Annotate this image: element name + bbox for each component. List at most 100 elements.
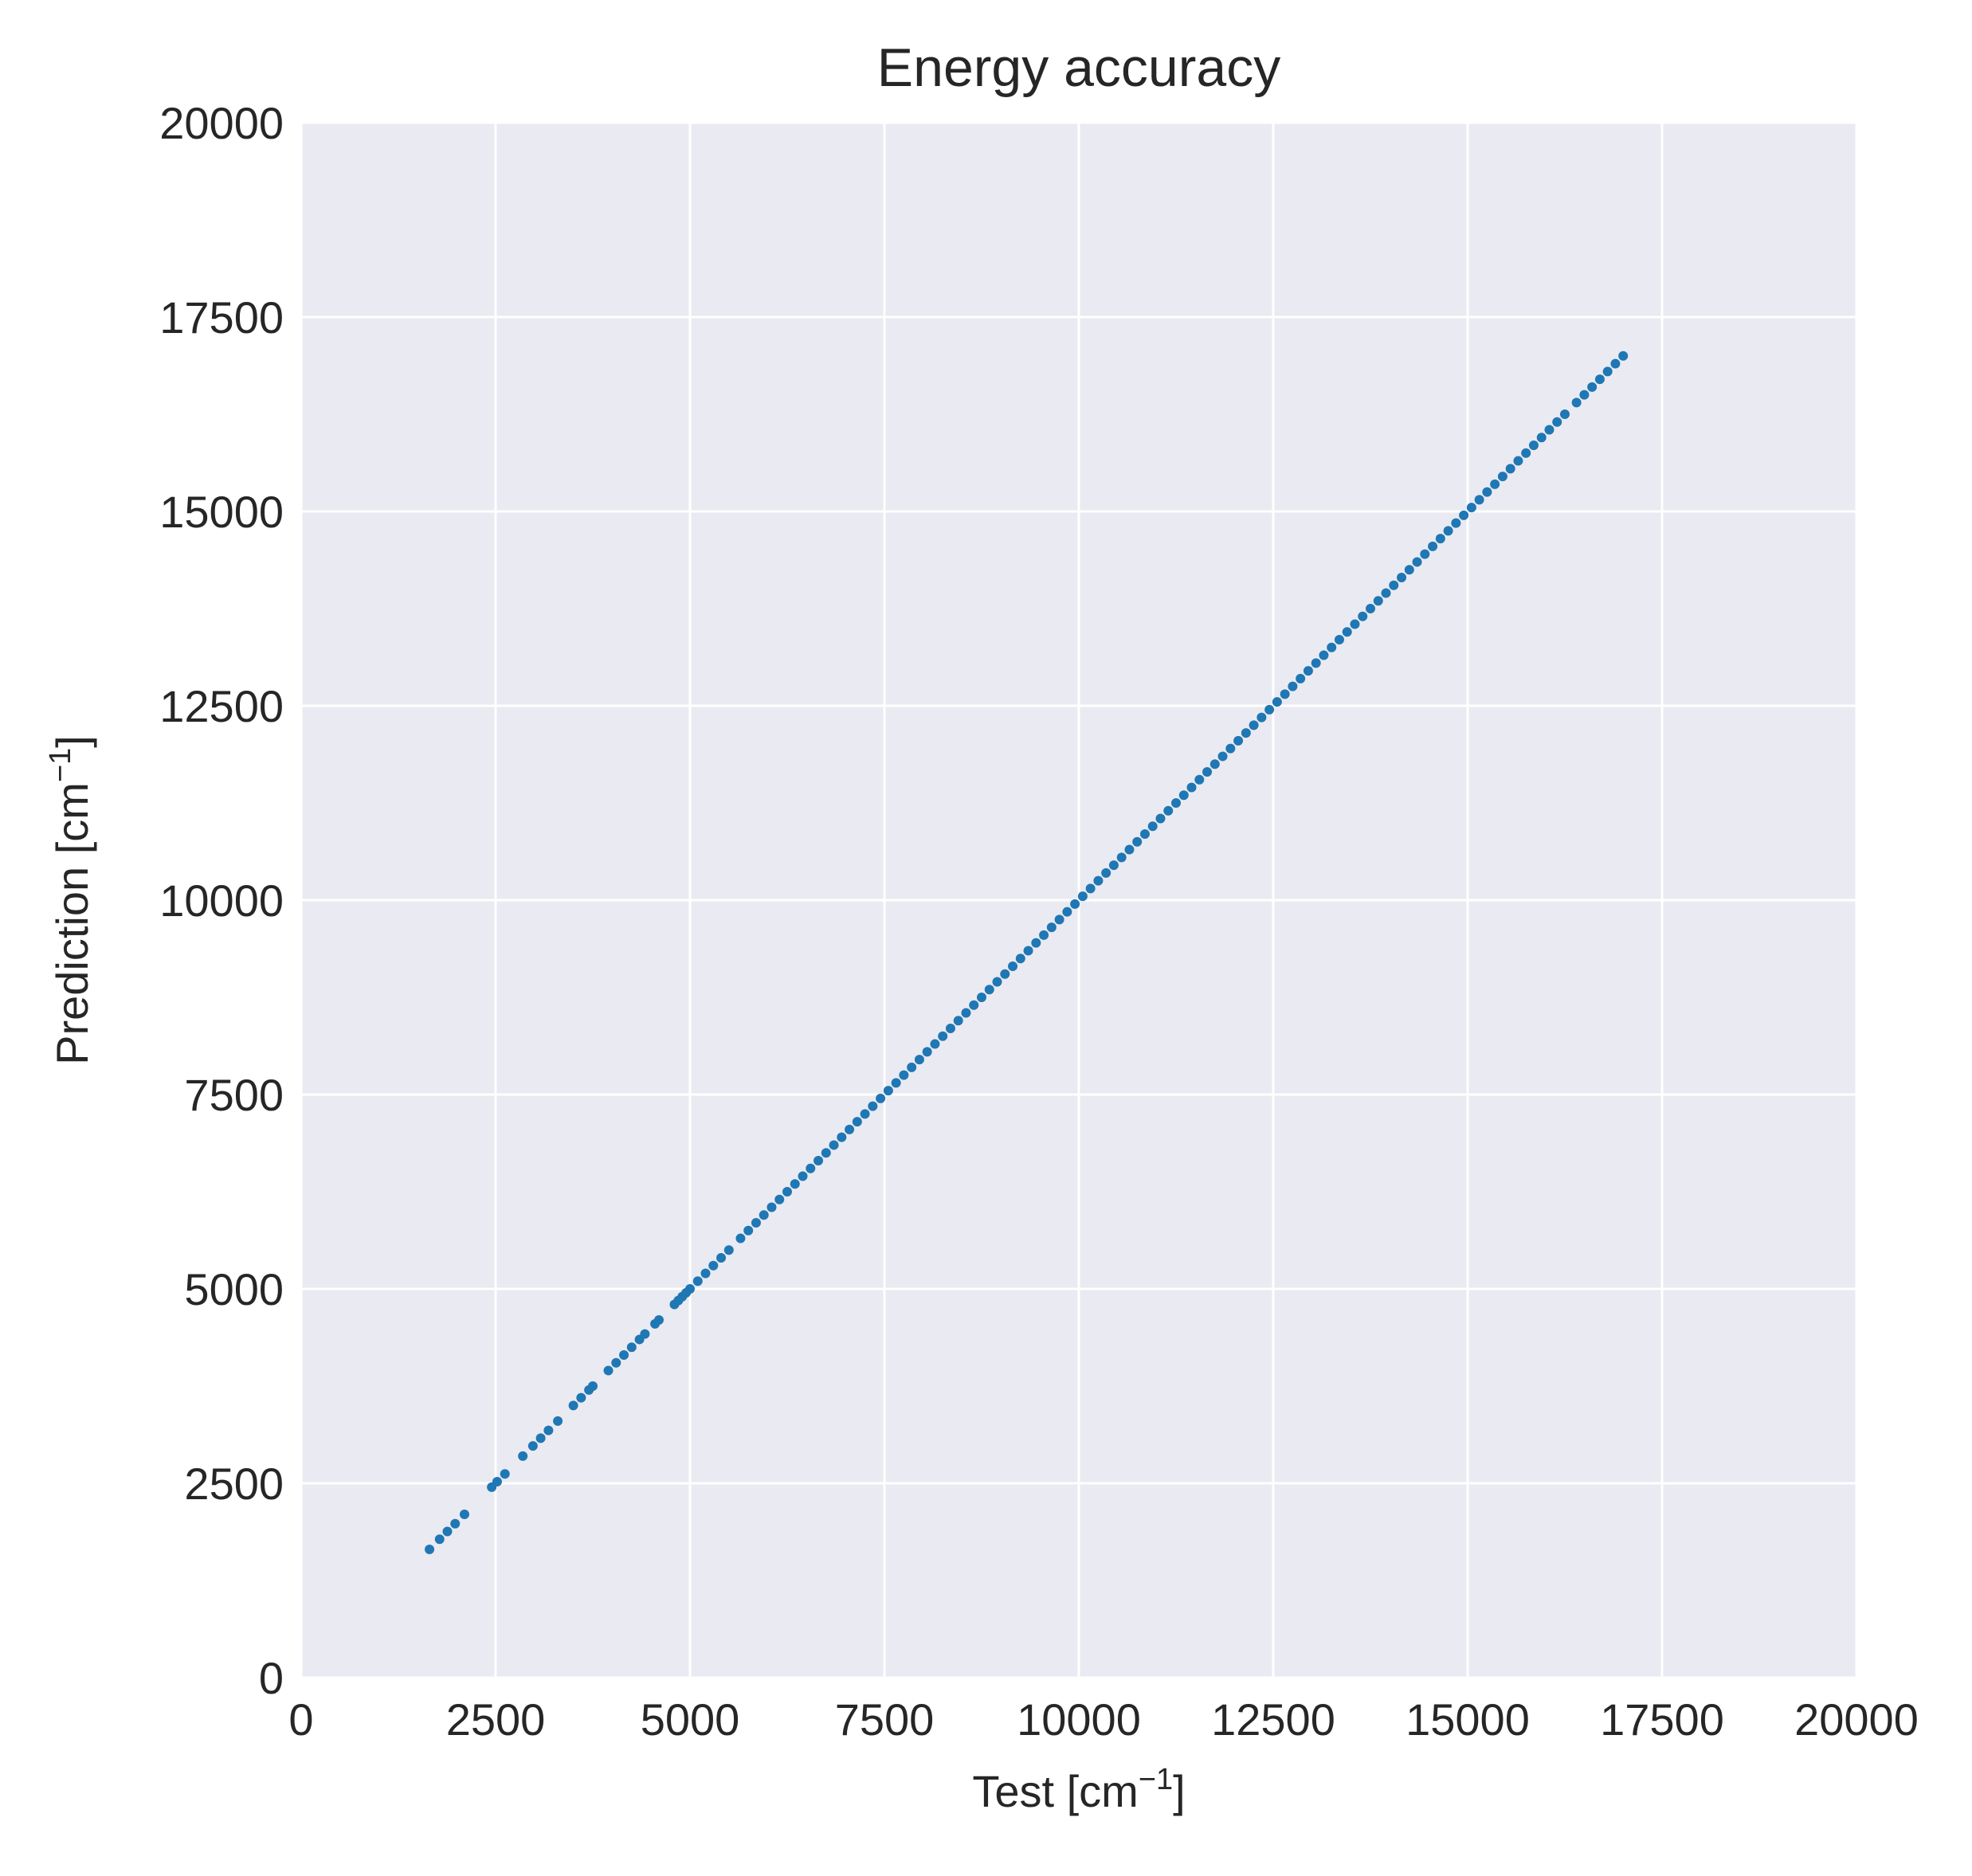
- data-point: [1366, 604, 1375, 613]
- data-point: [1334, 635, 1344, 645]
- data-point: [1209, 759, 1220, 770]
- data-point: [1521, 448, 1531, 458]
- data-point: [1505, 464, 1515, 474]
- data-point: [1132, 836, 1143, 847]
- x-axis-label-main: Test [cm: [972, 1766, 1138, 1816]
- data-point: [829, 1140, 839, 1150]
- data-point: [1404, 565, 1414, 575]
- data-point: [1303, 666, 1313, 676]
- data-point: [492, 1477, 502, 1487]
- data-point: [876, 1093, 886, 1103]
- data-point: [759, 1210, 769, 1220]
- data-point: [500, 1469, 510, 1479]
- data-point: [1202, 766, 1213, 777]
- data-points: [425, 351, 1629, 1554]
- data-point: [1397, 572, 1407, 582]
- data-point: [868, 1101, 878, 1111]
- data-point: [899, 1070, 909, 1080]
- data-point: [1381, 588, 1391, 598]
- data-point: [813, 1155, 824, 1165]
- data-point: [1327, 642, 1337, 652]
- data-point: [1108, 860, 1119, 871]
- data-point: [716, 1252, 727, 1263]
- data-point: [1280, 689, 1290, 699]
- y-axis-label-close: ]: [47, 735, 97, 748]
- data-point: [640, 1329, 650, 1339]
- data-point: [1178, 790, 1189, 801]
- data-point: [852, 1117, 862, 1127]
- data-point: [685, 1284, 695, 1294]
- y-axis-label-main: Prediction [cm: [47, 782, 97, 1065]
- grid-lines: [300, 121, 1858, 1679]
- data-point: [1186, 782, 1197, 793]
- data-point: [1217, 751, 1228, 762]
- chart-title: Energy accuracy: [877, 37, 1280, 98]
- data-point: [692, 1276, 703, 1287]
- data-point: [1536, 433, 1547, 443]
- data-point: [774, 1194, 785, 1204]
- data-point: [1031, 938, 1041, 948]
- data-point: [1225, 743, 1236, 754]
- data-point: [1373, 596, 1383, 606]
- data-point: [1015, 954, 1025, 964]
- data-point: [1544, 425, 1554, 435]
- data-point: [1587, 382, 1598, 392]
- y-tick-label: 5000: [184, 1264, 284, 1314]
- data-point: [1194, 774, 1205, 785]
- data-point: [883, 1086, 893, 1096]
- data-point: [1311, 658, 1321, 668]
- data-point: [611, 1357, 621, 1368]
- y-tick-label: 10000: [159, 875, 284, 926]
- data-point: [798, 1171, 808, 1181]
- data-point: [1257, 712, 1267, 723]
- data-point: [1571, 398, 1582, 408]
- data-point: [1054, 915, 1064, 925]
- x-tick-label: 5000: [641, 1694, 740, 1745]
- data-point: [1594, 374, 1605, 385]
- data-point: [1350, 619, 1360, 629]
- data-point: [1085, 883, 1096, 894]
- data-point: [1124, 844, 1135, 855]
- data-point: [1147, 821, 1158, 832]
- data-point: [1023, 946, 1033, 956]
- data-point: [535, 1433, 546, 1443]
- data-point: [1342, 627, 1352, 637]
- data-point: [961, 1008, 971, 1018]
- data-point: [1443, 526, 1453, 536]
- data-point: [907, 1062, 917, 1072]
- data-point: [1272, 697, 1282, 707]
- data-point: [930, 1039, 940, 1049]
- data-point: [708, 1260, 719, 1271]
- data-point: [1070, 899, 1080, 909]
- x-tick-labels: 0 2500 5000 7500 10000 12500 15000 17500 20000: [288, 1694, 1918, 1745]
- data-point: [1116, 852, 1127, 863]
- data-point: [1101, 868, 1111, 878]
- data-point: [1039, 930, 1049, 940]
- data-point: [953, 1016, 963, 1026]
- data-point: [1241, 728, 1251, 738]
- data-point: [653, 1315, 664, 1326]
- y-axis-label-superscript: −1: [44, 748, 77, 782]
- y-tick-label: 2500: [184, 1459, 284, 1509]
- data-point: [1008, 961, 1018, 971]
- data-point: [1490, 479, 1500, 489]
- data-point: [1358, 611, 1368, 621]
- data-point: [1288, 681, 1298, 691]
- data-point: [518, 1451, 528, 1461]
- data-point: [1139, 829, 1150, 840]
- y-tick-label: 0: [259, 1653, 284, 1703]
- data-point: [1552, 417, 1562, 427]
- data-point: [1046, 922, 1057, 933]
- data-point: [1249, 720, 1259, 730]
- data-point: [442, 1526, 453, 1537]
- x-tick-label: 7500: [835, 1694, 935, 1745]
- data-point: [860, 1109, 870, 1119]
- y-tick-label: 12500: [159, 681, 284, 731]
- data-point: [576, 1392, 586, 1403]
- data-point: [588, 1381, 598, 1391]
- data-point: [1412, 557, 1422, 567]
- data-point: [969, 1000, 979, 1010]
- data-point: [806, 1163, 816, 1173]
